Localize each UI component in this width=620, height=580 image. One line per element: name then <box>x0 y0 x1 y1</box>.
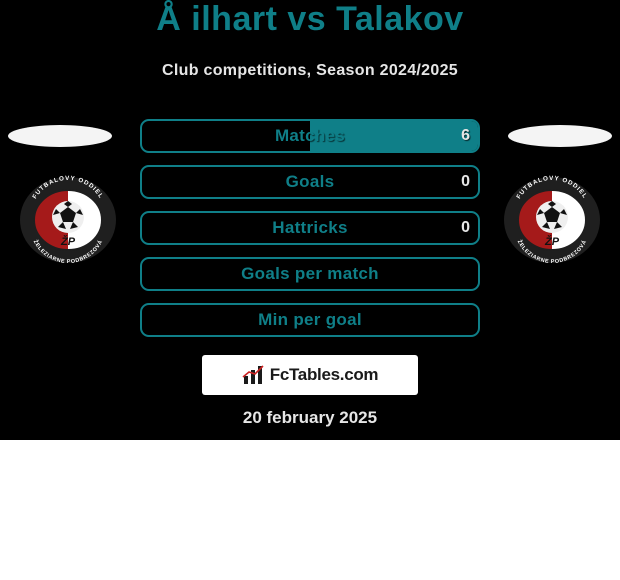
stat-gpm-label: Goals per match <box>142 259 478 289</box>
stat-row-goals: Goals 0 <box>140 165 480 199</box>
stat-hattricks-value-right: 0 <box>430 213 476 243</box>
stat-goals-value-right: 0 <box>430 167 476 197</box>
stat-goals-label: Goals <box>142 167 478 197</box>
stat-row-goals-per-match: Goals per match <box>140 257 480 291</box>
stats-container: Matches 6 Goals 0 Hattricks 0 Goals per … <box>140 119 480 349</box>
page-subtitle: Club competitions, Season 2024/2025 <box>0 62 620 80</box>
comparison-date: 20 february 2025 <box>0 408 620 428</box>
player-right-avatar <box>508 125 612 147</box>
stat-matches-label: Matches <box>142 121 478 151</box>
stat-gpm-value-right <box>430 259 476 289</box>
stat-row-min-per-goal: Min per goal <box>140 303 480 337</box>
svg-text:ŽP: ŽP <box>544 235 560 248</box>
stat-matches-value-right: 6 <box>430 121 476 151</box>
stat-row-matches: Matches 6 <box>140 119 480 153</box>
stat-mpg-value-right <box>430 305 476 335</box>
stat-goals-value-left <box>144 167 190 197</box>
stat-mpg-label: Min per goal <box>142 305 478 335</box>
club-crest-left: ŽP FUTBALOVY ODDIEL ŽELEZIARNE PODBREZOV… <box>18 175 118 265</box>
player-left-avatar <box>8 125 112 147</box>
stat-gpm-value-left <box>144 259 190 289</box>
stat-mpg-value-left <box>144 305 190 335</box>
stat-matches-value-left <box>144 121 190 151</box>
stat-hattricks-label: Hattricks <box>142 213 478 243</box>
svg-text:ŽP: ŽP <box>60 235 76 248</box>
fctables-badge: FcTables.com <box>202 355 418 395</box>
fctables-icon <box>242 364 264 386</box>
page-title: Å ilhart vs Talakov <box>0 0 620 39</box>
comparison-canvas: Å ilhart vs Talakov Club competitions, S… <box>0 0 620 580</box>
stat-hattricks-value-left <box>144 213 190 243</box>
fctables-label: FcTables.com <box>270 365 379 385</box>
page-lower-blank <box>0 440 620 580</box>
stat-row-hattricks: Hattricks 0 <box>140 211 480 245</box>
club-crest-right: ŽP FUTBALOVY ODDIEL ŽELEZIARNE PODBREZOV… <box>502 175 602 265</box>
